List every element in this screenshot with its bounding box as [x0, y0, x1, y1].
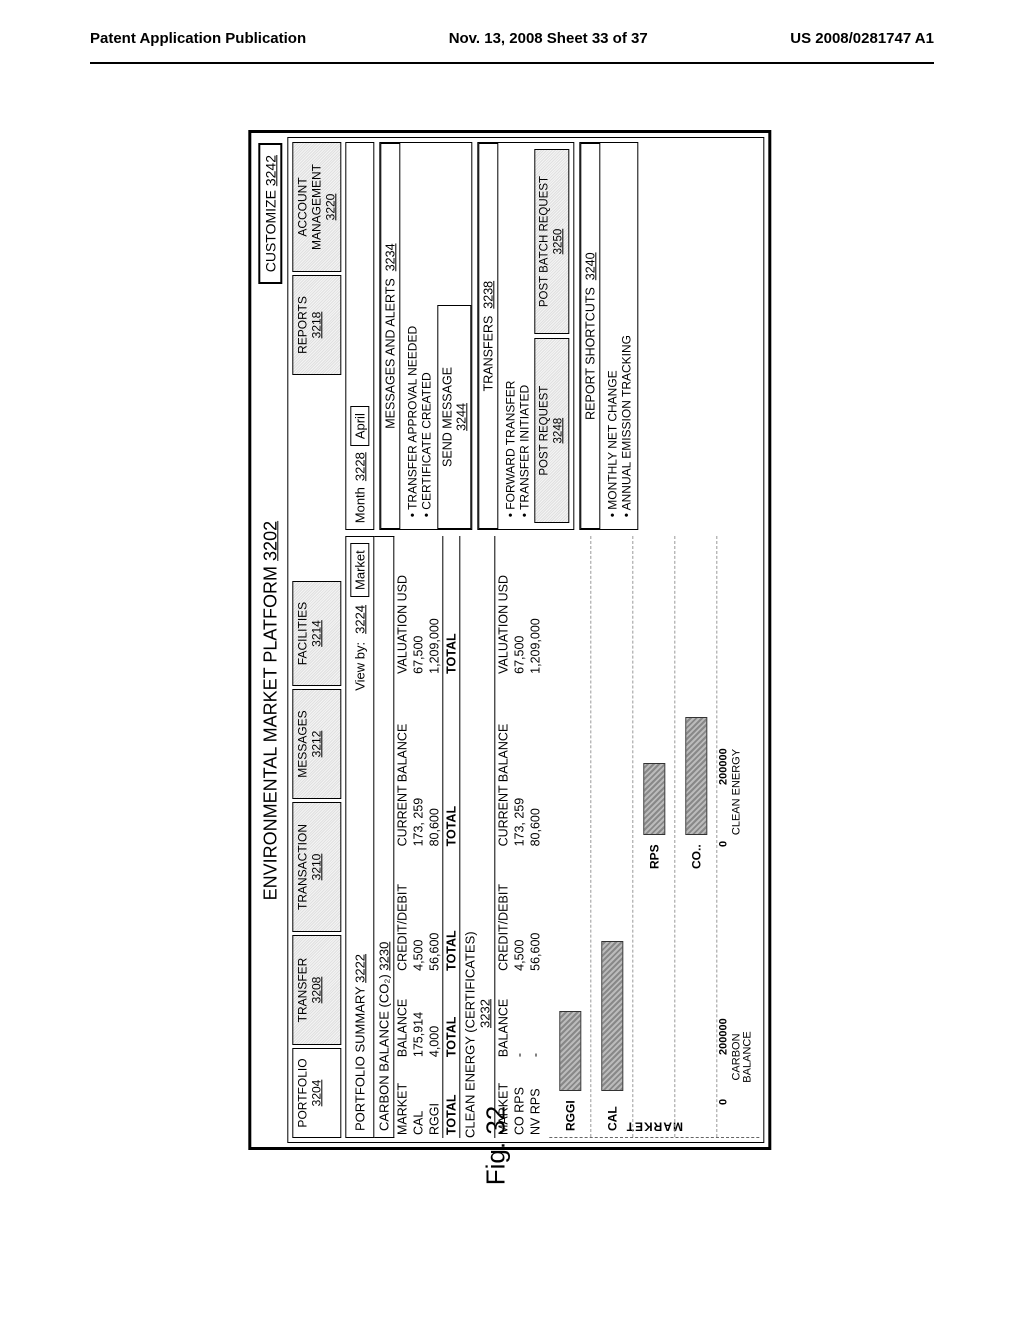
- transfer-item[interactable]: TRANSFER INITIATED: [518, 149, 532, 517]
- platform-title: ENVIRONMENTAL MARKET PLATFORM 3202: [260, 284, 281, 1137]
- report-item[interactable]: MONTHLY NET CHANGE: [605, 149, 619, 517]
- tab-reports[interactable]: REPORTS3218: [292, 275, 341, 375]
- month-label: Month: [353, 487, 368, 523]
- nav-tabs: PORTFOLIO3204 TRANSFER3208 TRANSACTION32…: [292, 142, 341, 1138]
- month-value[interactable]: April: [351, 406, 370, 446]
- balance-chart: MARKET RGGI CAL RPS: [550, 536, 760, 1138]
- message-item[interactable]: CERTIFICATE CREATED: [420, 149, 434, 517]
- reports-panel: REPORT SHORTCUTS 3240 MONTHLY NET CHANGE…: [579, 142, 638, 530]
- title-bar: ENVIRONMENTAL MARKET PLATFORM 3202 CUSTO…: [255, 137, 285, 1143]
- header-rule: [90, 62, 934, 64]
- table-row: CO RPS- 4,500173, 259 67,500: [512, 536, 528, 1138]
- chart-cat: RGGI: [563, 1100, 577, 1131]
- tab-account[interactable]: ACCOUNT MANAGEMENT3220: [292, 142, 341, 272]
- transfers-list: FORWARD TRANSFER TRANSFER INITIATED: [502, 149, 532, 523]
- viewby-ref: 3224: [353, 605, 368, 634]
- chart-bar: [601, 941, 623, 1091]
- table-header: MARKET BALANCE CREDIT/DEBIT CURRENT BALA…: [395, 536, 411, 1138]
- reports-list: MONTHLY NET CHANGE ANNUAL EMISSION TRACK…: [603, 149, 633, 523]
- chart-xaxis: 0 200000 CARBON BALANCE 0 200000 CLEAN E…: [718, 536, 750, 1137]
- chart-cat: CAL: [605, 1106, 619, 1131]
- post-request-button[interactable]: POST REQUEST 3248: [535, 338, 569, 523]
- portfolio-summary-bar: PORTFOLIO SUMMARY 3222 View by: 3224 Mar…: [346, 536, 375, 1138]
- carbon-table: MARKET BALANCE CREDIT/DEBIT CURRENT BALA…: [395, 536, 461, 1138]
- pub-left: Patent Application Publication: [90, 30, 306, 47]
- tab-transfer[interactable]: TRANSFER3208: [292, 935, 341, 1045]
- pub-center: Nov. 13, 2008 Sheet 33 of 37: [449, 30, 648, 47]
- table-row: CAL175,914 4,500173, 259 67,500: [411, 536, 427, 1138]
- tab-transaction[interactable]: TRANSACTION3210: [292, 802, 341, 932]
- tab-portfolio[interactable]: PORTFOLIO3204: [292, 1048, 341, 1138]
- chart-bar: [685, 717, 707, 835]
- chart-bar: [559, 1011, 581, 1091]
- chart-cat: CO..: [689, 844, 703, 869]
- clean-section-label: CLEAN ENERGY (CERTIFICATES) 3232: [461, 536, 496, 1138]
- month-ref: 3228: [353, 452, 368, 481]
- tab-facilities[interactable]: FACILITIES3214: [292, 581, 341, 686]
- transfers-title: TRANSFERS: [482, 316, 496, 392]
- month-bar: Month 3228 April: [346, 142, 375, 530]
- viewby-value[interactable]: Market: [351, 543, 370, 597]
- pub-right: US 2008/0281747 A1: [790, 30, 934, 47]
- table-row: RGGI4,000 56,60080,600 1,209,000: [427, 536, 444, 1138]
- figure-rotated: ENVIRONMENTAL MARKET PLATFORM 3202 CUSTO…: [248, 130, 771, 1150]
- messages-title: MESSAGES AND ALERTS: [384, 278, 398, 429]
- chart-bar: [643, 763, 665, 835]
- send-message-button[interactable]: SEND MESSAGE: [441, 367, 455, 467]
- table-total-row: TOTALTOTAL TOTALTOTAL TOTAL: [443, 536, 460, 1138]
- chart-cat: RPS: [647, 844, 661, 869]
- portfolio-summary-ref: 3222: [353, 954, 368, 983]
- message-item[interactable]: TRANSFER APPROVAL NEEDED: [406, 149, 420, 517]
- messages-list: TRANSFER APPROVAL NEEDED CERTIFICATE CRE…: [404, 149, 434, 523]
- figure-label: Fig. 32: [480, 1106, 511, 1186]
- table-header: MARKET BALANCE CREDIT/DEBIT CURRENT BALA…: [496, 536, 512, 1138]
- post-batch-request-button[interactable]: POST BATCH REQUEST 3250: [535, 149, 569, 334]
- report-item[interactable]: ANNUAL EMISSION TRACKING: [619, 149, 633, 517]
- body-two-col: PORTFOLIO SUMMARY 3222 View by: 3224 Mar…: [346, 142, 760, 1138]
- transfer-item[interactable]: FORWARD TRANSFER: [504, 149, 518, 517]
- outer-frame: ENVIRONMENTAL MARKET PLATFORM 3202 CUSTO…: [248, 130, 771, 1150]
- transfers-panel: TRANSFERS 3238 FORWARD TRANSFER TRANSFER…: [478, 142, 574, 530]
- right-column: Month 3228 April MESSAGES AND ALERTS 323…: [346, 142, 760, 530]
- messages-panel: MESSAGES AND ALERTS 3234 TRANSFER APPROV…: [380, 142, 473, 530]
- reports-title: REPORT SHORTCUTS: [583, 287, 597, 420]
- carbon-section-label: CARBON BALANCE (CO₂) 3230: [375, 536, 395, 1138]
- page-header: Patent Application Publication Nov. 13, …: [0, 0, 1024, 55]
- portfolio-summary-label: PORTFOLIO SUMMARY: [353, 987, 368, 1131]
- viewby-label: View by:: [353, 642, 368, 691]
- left-column: PORTFOLIO SUMMARY 3222 View by: 3224 Mar…: [346, 536, 760, 1138]
- tab-messages[interactable]: MESSAGES3212: [292, 689, 341, 799]
- table-row: NV RPS- 56,60080,600 1,209,000: [528, 536, 544, 1138]
- clean-table: MARKET BALANCE CREDIT/DEBIT CURRENT BALA…: [496, 536, 544, 1138]
- inner-frame: PORTFOLIO3204 TRANSFER3208 TRANSACTION32…: [287, 137, 764, 1143]
- customize-button[interactable]: CUSTOMIZE 3242: [258, 143, 282, 284]
